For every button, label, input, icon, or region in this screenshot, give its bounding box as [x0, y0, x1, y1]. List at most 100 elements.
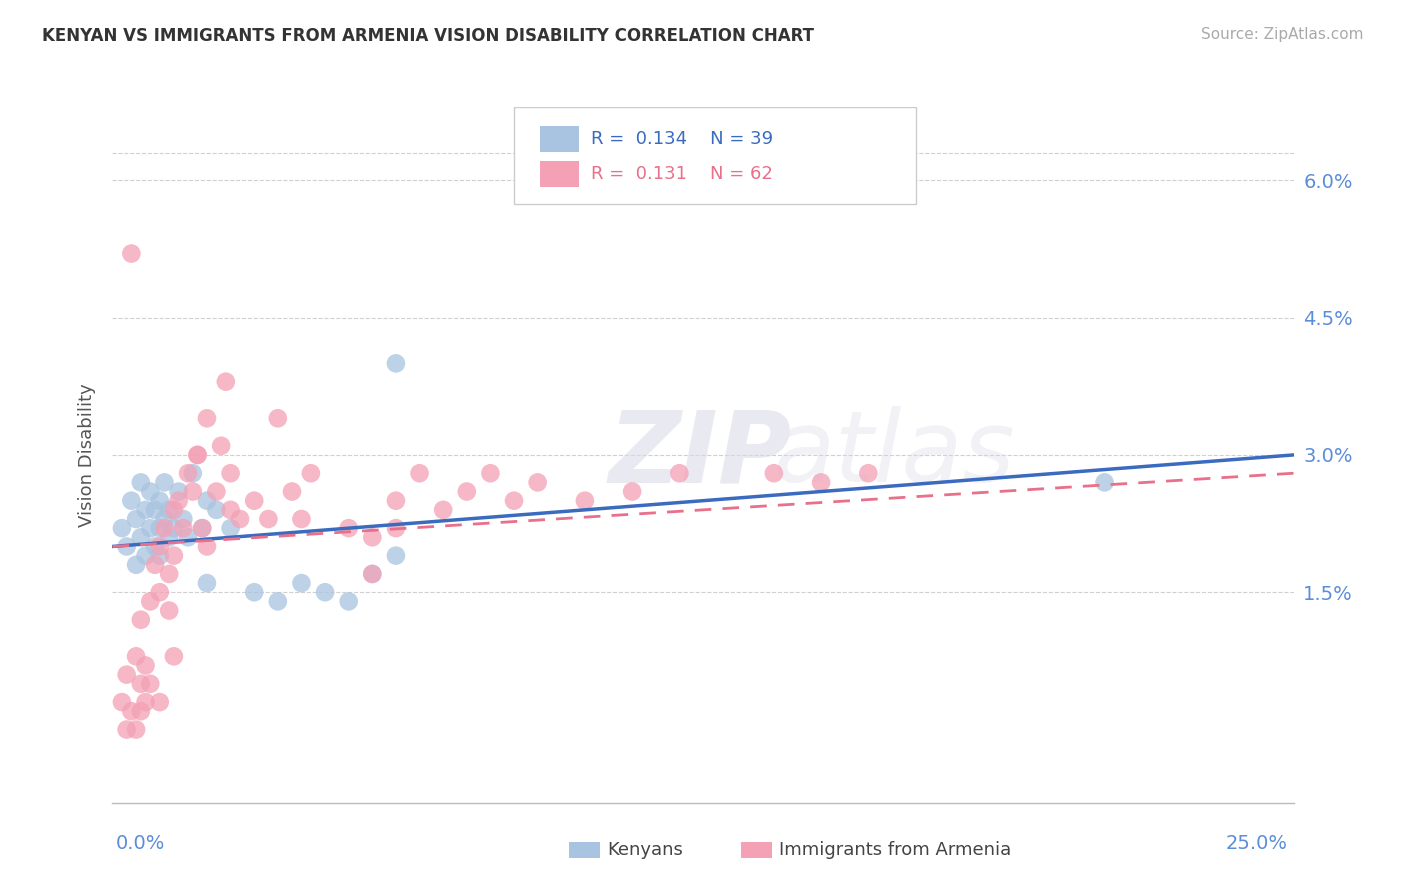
- Bar: [540, 161, 579, 187]
- Point: [243, 493, 266, 508]
- Point: [195, 493, 218, 508]
- Point: [129, 704, 152, 718]
- Point: [219, 503, 242, 517]
- Point: [205, 503, 228, 517]
- Y-axis label: Vision Disability: Vision Disability: [77, 383, 96, 527]
- Point: [219, 467, 242, 481]
- Point: [810, 475, 832, 490]
- Point: [267, 411, 290, 425]
- Point: [361, 530, 384, 544]
- Point: [172, 512, 194, 526]
- Point: [186, 448, 208, 462]
- FancyBboxPatch shape: [515, 107, 915, 204]
- Point: [125, 723, 148, 737]
- Point: [149, 695, 172, 709]
- Text: Kenyans: Kenyans: [607, 841, 683, 859]
- Point: [143, 558, 166, 572]
- Point: [195, 540, 218, 554]
- Point: [337, 521, 360, 535]
- Point: [668, 467, 690, 481]
- Point: [267, 594, 290, 608]
- Point: [139, 677, 162, 691]
- Point: [167, 484, 190, 499]
- Point: [229, 512, 252, 526]
- Point: [120, 704, 142, 718]
- Point: [186, 448, 208, 462]
- Point: [163, 521, 186, 535]
- Point: [135, 549, 157, 563]
- Point: [432, 503, 454, 517]
- Point: [115, 723, 138, 737]
- Text: R =  0.134    N = 39: R = 0.134 N = 39: [591, 130, 773, 148]
- Point: [621, 484, 644, 499]
- Text: 0.0%: 0.0%: [115, 834, 165, 853]
- Text: ZIP: ZIP: [609, 407, 792, 503]
- Point: [314, 585, 336, 599]
- Point: [153, 512, 176, 526]
- Bar: [540, 126, 579, 153]
- Point: [361, 566, 384, 581]
- Point: [408, 467, 430, 481]
- Point: [219, 521, 242, 535]
- Point: [115, 540, 138, 554]
- Point: [139, 521, 162, 535]
- Point: [125, 649, 148, 664]
- Point: [157, 603, 180, 617]
- Point: [337, 594, 360, 608]
- Point: [115, 667, 138, 681]
- Point: [129, 613, 152, 627]
- Point: [143, 540, 166, 554]
- Point: [120, 246, 142, 260]
- Text: R =  0.131    N = 62: R = 0.131 N = 62: [591, 165, 773, 183]
- Point: [163, 649, 186, 664]
- Text: Source: ZipAtlas.com: Source: ZipAtlas.com: [1201, 27, 1364, 42]
- Point: [205, 484, 228, 499]
- Point: [172, 521, 194, 535]
- Point: [135, 658, 157, 673]
- Point: [167, 493, 190, 508]
- Point: [129, 475, 152, 490]
- Point: [111, 695, 134, 709]
- Point: [125, 558, 148, 572]
- Point: [149, 549, 172, 563]
- Point: [149, 540, 172, 554]
- Point: [361, 566, 384, 581]
- Point: [456, 484, 478, 499]
- Point: [181, 467, 204, 481]
- Point: [157, 566, 180, 581]
- Point: [479, 467, 502, 481]
- Text: atlas: atlas: [773, 407, 1015, 503]
- Point: [526, 475, 548, 490]
- Point: [574, 493, 596, 508]
- Point: [157, 530, 180, 544]
- Point: [125, 512, 148, 526]
- Point: [762, 467, 785, 481]
- Point: [135, 503, 157, 517]
- Point: [129, 677, 152, 691]
- Text: Immigrants from Armenia: Immigrants from Armenia: [779, 841, 1011, 859]
- Point: [139, 484, 162, 499]
- Point: [149, 521, 172, 535]
- Point: [149, 493, 172, 508]
- Point: [195, 576, 218, 591]
- Point: [191, 521, 214, 535]
- Point: [243, 585, 266, 599]
- Point: [385, 493, 408, 508]
- Point: [257, 512, 280, 526]
- Point: [163, 549, 186, 563]
- Point: [503, 493, 526, 508]
- Point: [290, 576, 312, 591]
- Point: [385, 521, 408, 535]
- Point: [299, 467, 322, 481]
- Point: [385, 549, 408, 563]
- Point: [290, 512, 312, 526]
- Point: [163, 503, 186, 517]
- Text: 25.0%: 25.0%: [1226, 834, 1288, 853]
- Point: [143, 503, 166, 517]
- Point: [111, 521, 134, 535]
- Point: [120, 493, 142, 508]
- Point: [157, 503, 180, 517]
- Point: [177, 530, 200, 544]
- Point: [135, 695, 157, 709]
- Point: [191, 521, 214, 535]
